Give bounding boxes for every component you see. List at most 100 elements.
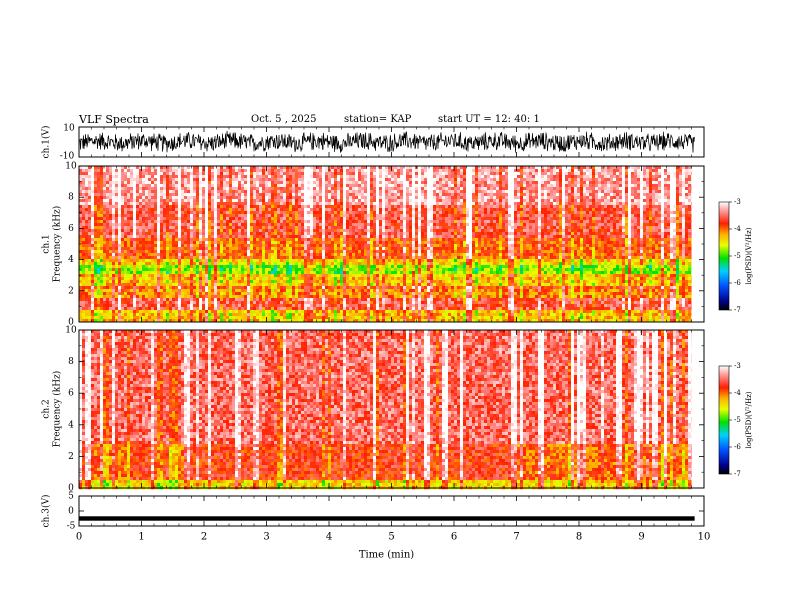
spectrogram-cell (208, 286, 211, 289)
spectrogram-cell (184, 232, 187, 235)
spectrogram-cell (121, 265, 124, 268)
spectrogram-cell (127, 175, 130, 178)
spectrogram-cell (196, 265, 199, 268)
spectrogram-cell (187, 289, 190, 292)
spectrogram-cell (106, 205, 109, 208)
spectrogram-cell (217, 259, 220, 262)
spectrogram-cell (184, 289, 187, 292)
spectrogram-cell (127, 310, 130, 313)
spectrogram-cell (205, 250, 208, 253)
spectrogram-cell (163, 172, 166, 175)
spectrogram-cell (109, 178, 112, 181)
spectrogram-cell (124, 205, 127, 208)
spectrogram-cell (181, 316, 184, 319)
spectrogram-cell (175, 298, 178, 301)
spectrogram-cell (187, 280, 190, 283)
spectrogram-cell (97, 265, 100, 268)
spectrogram-cell (88, 316, 91, 319)
spectrogram-cell (178, 283, 181, 286)
spectrogram-cell (166, 286, 169, 289)
spectrogram-cell (217, 202, 220, 205)
spectrogram-cell (196, 313, 199, 316)
spectrogram-cell (163, 187, 166, 190)
spectrogram-cell (169, 262, 172, 265)
spectrogram-cell (118, 313, 121, 316)
spectrogram-cell (85, 172, 88, 175)
spectrogram-cell (178, 235, 181, 238)
spectrogram-cell (145, 313, 148, 316)
spectrogram-cell (208, 202, 211, 205)
spectrogram-cell (103, 205, 106, 208)
spectrogram-cell (166, 220, 169, 223)
spectrogram-cell (94, 292, 97, 295)
spectrogram-cell (106, 190, 109, 193)
spectrogram-cell (142, 196, 145, 199)
spectrogram-cell (151, 256, 154, 259)
spectrogram-cell (91, 175, 94, 178)
spectrogram-cell (151, 283, 154, 286)
spectrogram-cell (109, 307, 112, 310)
spectrogram-cell (181, 313, 184, 316)
spectrogram-cell (136, 271, 139, 274)
spectrogram-cell (199, 280, 202, 283)
spectrogram-cell (136, 268, 139, 271)
spectrogram-cell (199, 286, 202, 289)
spectrogram-cell (154, 196, 157, 199)
spectrogram-cell (157, 313, 160, 316)
spectrogram-cell (151, 196, 154, 199)
spectrogram-cell (109, 304, 112, 307)
spectrogram-cell (130, 277, 133, 280)
spectrogram-cell (172, 217, 175, 220)
spectrogram-cell (142, 256, 145, 259)
spectrogram-cell (88, 295, 91, 298)
spectrogram-cell (169, 298, 172, 301)
spectrogram-cell (202, 274, 205, 277)
spectrogram-cell (196, 229, 199, 232)
spectrogram-cell (130, 265, 133, 268)
spectrogram-cell (103, 175, 106, 178)
spectrogram-cell (85, 211, 88, 214)
spectrogram-cell (103, 220, 106, 223)
spectrogram-cell (115, 316, 118, 319)
spectrogram-cell (136, 229, 139, 232)
spectrogram-cell (217, 277, 220, 280)
spectrogram-cell (88, 226, 91, 229)
spectrogram-cell (136, 292, 139, 295)
spectrogram-cell (178, 220, 181, 223)
spectrogram-cell (166, 199, 169, 202)
spectrogram-cell (157, 208, 160, 211)
spectrogram-cell (208, 304, 211, 307)
spectrogram-cell (205, 259, 208, 262)
spectrogram-cell (88, 256, 91, 259)
spectrogram-cell (133, 256, 136, 259)
spectrogram-cell (85, 310, 88, 313)
spectrogram-cell (214, 271, 217, 274)
spectrogram-cell (202, 184, 205, 187)
spectrogram-cell (130, 196, 133, 199)
spectrogram-cell (166, 289, 169, 292)
spectrogram-cell (184, 211, 187, 214)
spectrogram-cell (208, 274, 211, 277)
spectrogram-cell (112, 310, 115, 313)
spectrogram-cell (112, 307, 115, 310)
spectrogram-cell (163, 256, 166, 259)
spectrogram-cell (121, 253, 124, 256)
spectrogram-cell (100, 250, 103, 253)
spectrogram-cell (88, 286, 91, 289)
spectrogram-cell (115, 226, 118, 229)
spectrogram-cell (151, 265, 154, 268)
spectrogram-cell (154, 217, 157, 220)
spectrogram-cell (118, 244, 121, 247)
spectrogram-cell (214, 310, 217, 313)
spectrogram-cell (115, 259, 118, 262)
spectrogram-cell (118, 226, 121, 229)
spectrogram-cell (106, 262, 109, 265)
spectrogram-cell (172, 199, 175, 202)
spectrogram-cell (202, 172, 205, 175)
spectrogram-cell (169, 232, 172, 235)
spectrogram-cell (115, 271, 118, 274)
spectrogram-cell (139, 307, 142, 310)
spectrogram-cell (139, 199, 142, 202)
spectrogram-cell (136, 286, 139, 289)
spectrogram-cell (109, 202, 112, 205)
